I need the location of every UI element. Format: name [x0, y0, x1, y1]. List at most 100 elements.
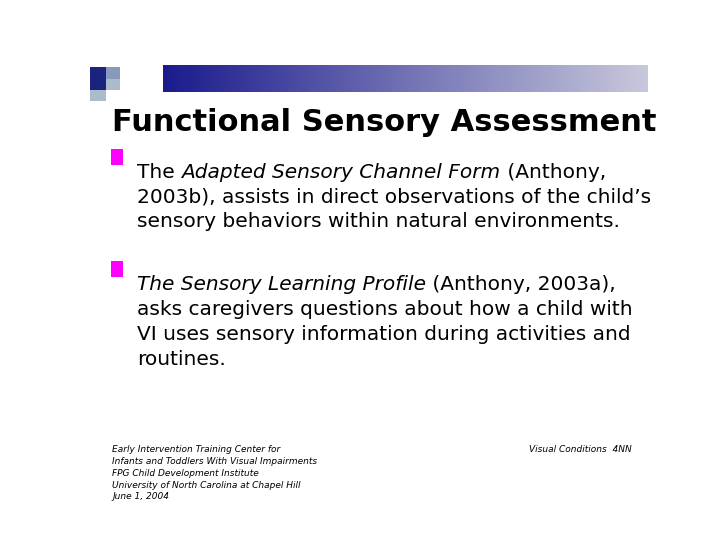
Bar [271, 65, 274, 92]
Bar [565, 65, 567, 92]
Bar [255, 65, 256, 92]
Bar [317, 65, 318, 92]
Bar [315, 65, 318, 92]
Bar [539, 65, 541, 92]
Bar [600, 65, 603, 92]
Bar [469, 65, 472, 92]
Bar [464, 65, 467, 92]
Bar [398, 65, 400, 92]
Bar [163, 65, 166, 92]
Bar [271, 65, 272, 92]
Bar [487, 65, 488, 92]
Bar [526, 65, 527, 92]
Bar [482, 65, 484, 92]
Bar [289, 65, 291, 92]
Bar [624, 65, 626, 92]
Bar [280, 65, 282, 92]
Bar [274, 65, 276, 92]
Bar [168, 65, 171, 92]
Bar [337, 65, 339, 92]
Bar [464, 65, 465, 92]
Bar [492, 65, 493, 92]
Bar [326, 65, 328, 92]
Bar [593, 65, 595, 92]
Bar [342, 65, 344, 92]
Bar [627, 65, 629, 92]
Bar [472, 65, 474, 92]
Bar [556, 65, 557, 92]
Bar [646, 65, 647, 92]
Bar [324, 65, 325, 92]
Bar [273, 65, 275, 92]
Bar [425, 65, 426, 92]
Bar [361, 65, 364, 92]
Bar [328, 65, 329, 92]
Bar [507, 65, 509, 92]
Bar [414, 65, 415, 92]
Bar [312, 65, 314, 92]
Bar [217, 65, 219, 92]
Bar [285, 65, 287, 92]
Bar [529, 65, 531, 92]
Bar [642, 65, 644, 92]
Text: routines.: routines. [138, 349, 226, 369]
Bar [427, 65, 429, 92]
Bar [552, 65, 554, 92]
Bar [439, 65, 441, 92]
Bar [643, 65, 645, 92]
Bar [438, 65, 440, 92]
Bar [323, 65, 325, 92]
Bar [455, 65, 456, 92]
Bar [451, 65, 453, 92]
Bar [437, 65, 438, 92]
Bar [172, 65, 174, 92]
Text: (Anthony, 2003a),: (Anthony, 2003a), [426, 275, 616, 294]
Bar [170, 65, 171, 92]
Bar [186, 65, 189, 92]
Bar [256, 65, 258, 92]
Bar [415, 65, 417, 92]
Bar [314, 65, 316, 92]
Bar [611, 65, 612, 92]
Bar [211, 65, 213, 92]
Bar [202, 65, 204, 92]
Bar [402, 65, 403, 92]
Bar [614, 65, 616, 92]
Bar [372, 65, 373, 92]
Bar [634, 65, 636, 92]
Bar [376, 65, 378, 92]
Bar [471, 65, 472, 92]
Bar [582, 65, 584, 92]
Bar [433, 65, 435, 92]
Bar [506, 65, 508, 92]
Bar [230, 65, 233, 92]
Bar [243, 65, 244, 92]
Text: (Anthony,: (Anthony, [500, 163, 606, 181]
Bar [335, 65, 337, 92]
Bar [250, 65, 252, 92]
Bar [524, 65, 526, 92]
Bar [613, 65, 615, 92]
Bar [264, 65, 265, 92]
Bar [485, 65, 487, 92]
Bar [511, 65, 513, 92]
Bar [258, 65, 260, 92]
Bar [558, 65, 560, 92]
Bar [319, 65, 321, 92]
Bar [460, 65, 462, 92]
Bar [395, 65, 396, 92]
Bar [604, 65, 606, 92]
Bar [448, 65, 449, 92]
Bar [411, 65, 413, 92]
Bar [603, 65, 605, 92]
Bar [365, 65, 367, 92]
Bar [618, 65, 619, 92]
Bar [182, 65, 184, 92]
Bar [248, 65, 251, 92]
Bar [393, 65, 395, 92]
Text: 2003b), assists in direct observations of the child’s: 2003b), assists in direct observations o… [138, 187, 652, 206]
Bar [577, 65, 578, 92]
Bar [621, 65, 623, 92]
Bar [284, 65, 286, 92]
Bar [404, 65, 406, 92]
